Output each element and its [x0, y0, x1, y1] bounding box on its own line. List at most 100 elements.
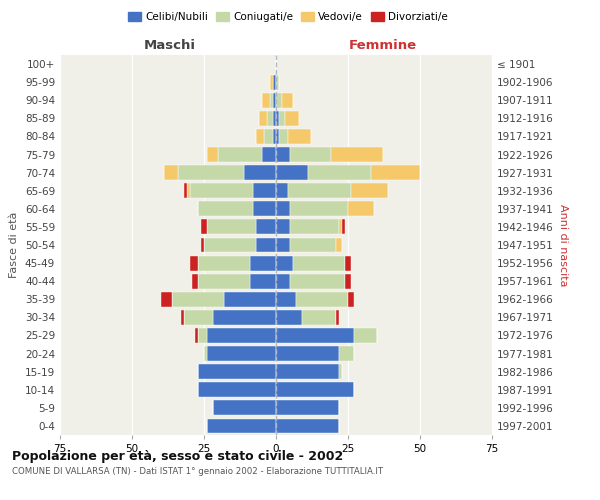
Bar [256, 220, 276, 234]
Bar [198, 382, 276, 397]
Bar [207, 328, 276, 343]
Bar [276, 165, 308, 180]
Bar [276, 111, 279, 126]
Bar [187, 184, 190, 198]
Bar [198, 364, 276, 379]
Bar [279, 111, 284, 126]
Bar [276, 364, 340, 379]
Bar [207, 418, 276, 434]
Bar [276, 74, 279, 90]
Bar [204, 238, 256, 252]
Bar [262, 147, 276, 162]
Bar [207, 346, 276, 361]
Bar [181, 310, 184, 325]
Bar [268, 111, 273, 126]
Text: Femmine: Femmine [349, 40, 416, 52]
Bar [273, 111, 276, 126]
Bar [273, 93, 276, 108]
Bar [276, 274, 290, 288]
Bar [184, 310, 212, 325]
Bar [193, 274, 198, 288]
Bar [161, 292, 172, 306]
Bar [201, 238, 204, 252]
Bar [250, 274, 276, 288]
Bar [276, 184, 287, 198]
Text: COMUNE DI VALLARSA (TN) - Dati ISTAT 1° gennaio 2002 - Elaborazione TUTTITALIA.I: COMUNE DI VALLARSA (TN) - Dati ISTAT 1° … [12, 468, 383, 476]
Bar [207, 220, 256, 234]
Bar [371, 165, 420, 180]
Bar [279, 129, 287, 144]
Bar [207, 147, 218, 162]
Bar [290, 220, 340, 234]
Bar [276, 400, 340, 415]
Bar [293, 256, 345, 270]
Bar [190, 184, 253, 198]
Bar [337, 310, 340, 325]
Bar [198, 274, 250, 288]
Bar [290, 147, 331, 162]
Bar [184, 184, 187, 198]
Bar [276, 129, 279, 144]
Bar [178, 165, 244, 180]
Bar [198, 256, 250, 270]
Bar [302, 310, 337, 325]
Bar [348, 292, 354, 306]
Bar [290, 202, 348, 216]
Bar [276, 202, 290, 216]
Bar [244, 165, 276, 180]
Bar [345, 274, 351, 288]
Bar [212, 310, 276, 325]
Bar [276, 382, 354, 397]
Bar [282, 93, 293, 108]
Bar [276, 310, 302, 325]
Bar [256, 129, 265, 144]
Bar [276, 93, 282, 108]
Bar [340, 364, 342, 379]
Bar [276, 418, 340, 434]
Bar [204, 346, 207, 361]
Bar [265, 129, 273, 144]
Y-axis label: Anni di nascita: Anni di nascita [557, 204, 568, 286]
Bar [201, 220, 207, 234]
Bar [337, 238, 342, 252]
Bar [340, 220, 342, 234]
Bar [290, 238, 337, 252]
Bar [276, 238, 290, 252]
Bar [198, 328, 207, 343]
Bar [253, 184, 276, 198]
Bar [340, 346, 354, 361]
Bar [308, 165, 371, 180]
Bar [212, 400, 276, 415]
Bar [276, 147, 290, 162]
Bar [331, 147, 383, 162]
Bar [190, 256, 198, 270]
Bar [290, 274, 345, 288]
Bar [276, 256, 293, 270]
Bar [172, 292, 224, 306]
Bar [276, 328, 354, 343]
Y-axis label: Fasce di età: Fasce di età [10, 212, 19, 278]
Bar [164, 165, 178, 180]
Bar [224, 292, 276, 306]
Bar [276, 346, 340, 361]
Bar [287, 184, 351, 198]
Bar [259, 111, 268, 126]
Bar [348, 202, 374, 216]
Bar [273, 129, 276, 144]
Legend: Celibi/Nubili, Coniugati/e, Vedovi/e, Divorziati/e: Celibi/Nubili, Coniugati/e, Vedovi/e, Di… [124, 8, 452, 26]
Bar [196, 328, 198, 343]
Text: Maschi: Maschi [143, 40, 196, 52]
Bar [276, 220, 290, 234]
Bar [354, 328, 377, 343]
Bar [284, 111, 299, 126]
Bar [296, 292, 348, 306]
Bar [276, 292, 296, 306]
Text: Popolazione per età, sesso e stato civile - 2002: Popolazione per età, sesso e stato civil… [12, 450, 343, 463]
Bar [342, 220, 345, 234]
Bar [198, 202, 253, 216]
Bar [270, 93, 273, 108]
Bar [351, 184, 388, 198]
Bar [270, 74, 273, 90]
Bar [253, 202, 276, 216]
Bar [256, 238, 276, 252]
